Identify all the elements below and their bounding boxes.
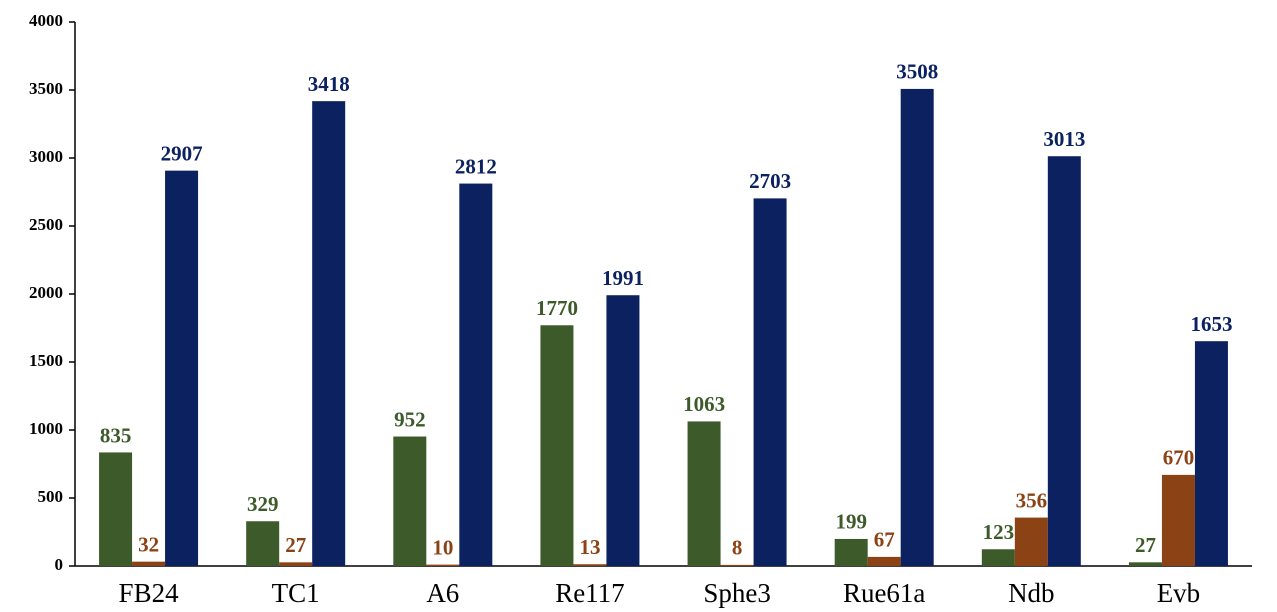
data-label: 67 [874, 528, 895, 552]
bar [867, 556, 901, 566]
y-tick-label: 2500 [29, 215, 63, 234]
data-label: 1770 [536, 296, 578, 320]
bar [1161, 474, 1195, 566]
bar [426, 564, 460, 566]
bar [1128, 562, 1162, 566]
y-tick-label: 4000 [29, 11, 63, 30]
x-tick-label: Evb [1157, 578, 1201, 608]
data-label: 13 [579, 535, 600, 559]
data-label: 835 [100, 423, 132, 447]
data-label: 32 [138, 532, 159, 556]
y-tick-label: 2000 [29, 283, 63, 302]
bar [606, 295, 640, 566]
bar [981, 549, 1015, 566]
data-label: 199 [835, 510, 867, 534]
data-label: 329 [247, 492, 279, 516]
data-label: 670 [1163, 446, 1195, 470]
bar [900, 88, 934, 567]
data-label: 3418 [308, 72, 350, 96]
data-label: 1063 [683, 392, 725, 416]
x-tick-label: A6 [426, 578, 459, 608]
data-label: 3013 [1043, 127, 1085, 151]
bar [99, 452, 133, 566]
bar [393, 436, 427, 566]
bar [1047, 156, 1081, 566]
bar [687, 421, 721, 566]
bar [459, 183, 493, 566]
x-tick-label: FB24 [119, 578, 180, 608]
data-label: 123 [983, 520, 1015, 544]
data-label: 2812 [455, 154, 497, 178]
data-label: 3508 [896, 60, 938, 84]
data-label: 8 [732, 536, 743, 560]
y-tick-label: 0 [55, 555, 64, 574]
bar [1194, 341, 1228, 566]
bar [540, 325, 574, 566]
x-tick-label: Sphe3 [703, 578, 771, 608]
x-tick-label: Rue61a [843, 578, 925, 608]
bar [246, 521, 280, 566]
y-tick-label: 500 [38, 487, 64, 506]
bar [132, 561, 166, 566]
bar [720, 564, 754, 566]
data-label: 27 [1135, 533, 1156, 557]
data-label: 2907 [161, 141, 203, 165]
data-label: 952 [394, 407, 426, 431]
data-label: 2703 [749, 169, 791, 193]
bar [1014, 517, 1048, 566]
bar [753, 198, 787, 566]
data-label: 10 [432, 535, 453, 559]
data-label: 1653 [1190, 312, 1232, 336]
bar [279, 562, 313, 566]
x-tick-label: TC1 [272, 578, 320, 608]
bar [165, 170, 199, 566]
bar [573, 564, 607, 566]
data-label: 356 [1016, 488, 1048, 512]
y-tick-label: 3500 [29, 79, 63, 98]
x-tick-label: Ndb [1008, 578, 1055, 608]
y-tick-label: 3000 [29, 147, 63, 166]
bar [312, 101, 346, 566]
data-label: 27 [285, 533, 306, 557]
data-label: 1991 [602, 266, 644, 290]
x-tick-label: Re117 [555, 578, 625, 608]
y-tick-label: 1500 [29, 351, 63, 370]
y-tick-label: 1000 [29, 419, 63, 438]
bar [834, 538, 868, 566]
